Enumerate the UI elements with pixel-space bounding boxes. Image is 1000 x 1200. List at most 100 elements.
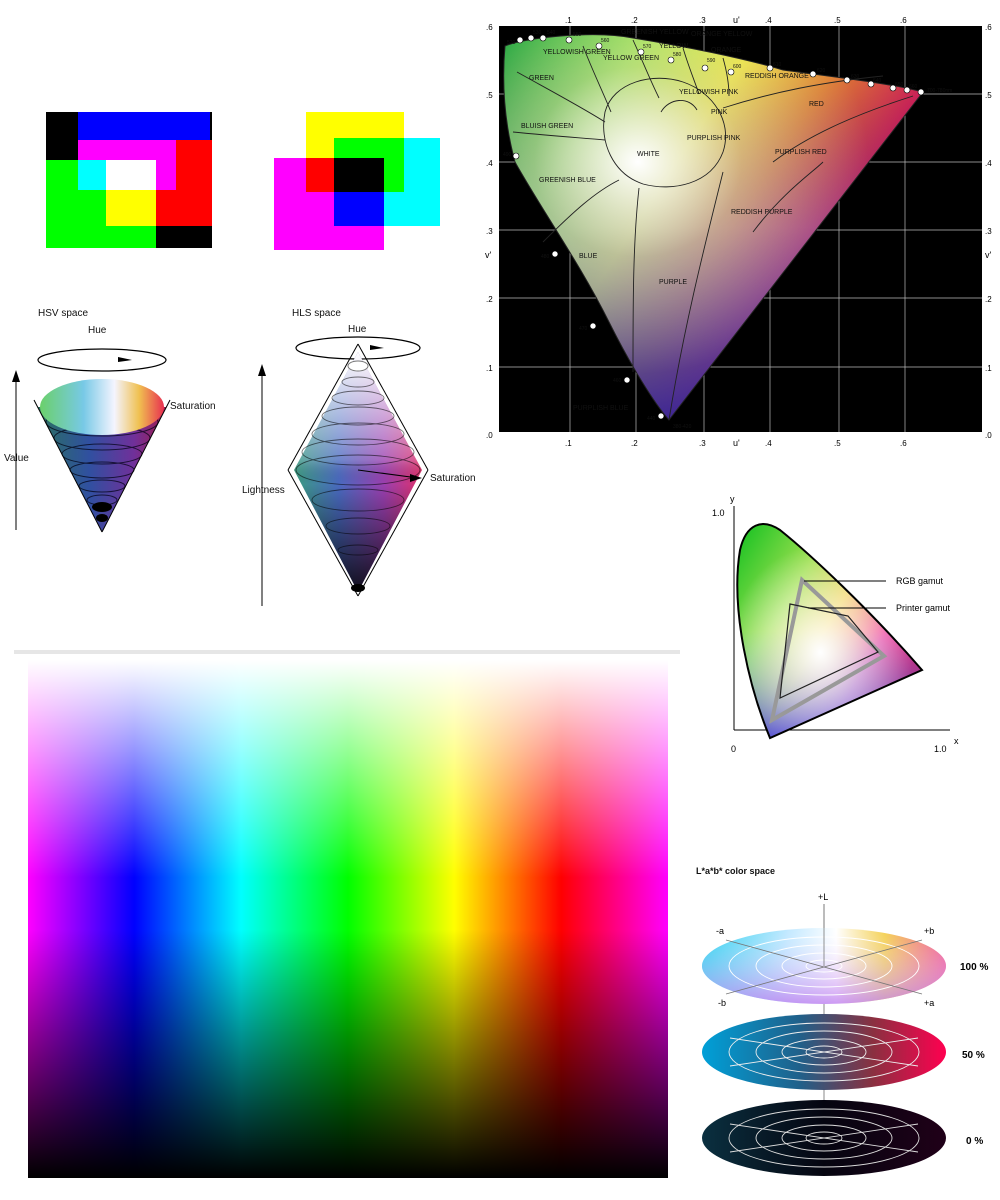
cie-region-label: WHITE <box>637 151 660 158</box>
cie-axis-u-top: u' <box>733 15 740 25</box>
cie-wavelength-label: 460 <box>613 378 622 384</box>
cie-wavelength-label: 470 <box>579 326 588 332</box>
cie-tick-v: .0 <box>985 431 992 440</box>
lab-0-percent-label: 0 % <box>966 1136 983 1147</box>
cie-tick-u: .4 <box>765 439 772 448</box>
gamut-origin-label: 0 <box>731 744 736 754</box>
cie-tick-u: .5 <box>834 16 841 25</box>
hsv-hue-label: Hue <box>88 325 107 336</box>
cie-region-label: PURPLE <box>659 279 687 286</box>
cie-wavelength-label: 640 <box>873 78 882 84</box>
cie-tick-u: .3 <box>699 439 706 448</box>
lab-minus-a-label: -a <box>716 926 724 936</box>
gamut-y-max-label: 1.0 <box>712 508 725 518</box>
additive-color-diagram <box>46 112 212 248</box>
cie-wavelength-label: 520 <box>507 40 516 46</box>
cie-tick-u: .5 <box>834 439 841 448</box>
cie-tick-u: .2 <box>631 16 638 25</box>
gamut-y-axis-label: y <box>730 494 735 504</box>
gamut-x-axis-label: x <box>954 736 959 746</box>
cie-wavelength-label: 550 <box>573 32 582 38</box>
gamut-x-max-label: 1.0 <box>934 744 947 754</box>
cie-wavelength-label: 480 <box>541 254 550 260</box>
cie-wavelength-label: 530 <box>533 30 542 36</box>
cie-region-label: YELLOW GREEN <box>603 55 659 62</box>
cie-tick-u: .1 <box>565 439 572 448</box>
cie-region-label: GREEN <box>529 75 554 82</box>
cie-region-label: PURPLISH RED <box>775 149 827 156</box>
printer-gamut-label: Printer gamut <box>896 603 951 613</box>
cie-tick-u: .6 <box>900 16 907 25</box>
cie-wavelength-label: 380-420 <box>673 424 692 430</box>
section-divider <box>14 650 680 654</box>
cie-region-label: YELLOWISH PINK <box>679 89 738 96</box>
cie-region-label: YELLOW <box>659 43 689 50</box>
cie-wavelength-label: 490 <box>503 152 512 158</box>
hsv-title: HSV space <box>38 308 89 319</box>
lab-color-space-diagram: +L -a +b -b +a 100 % 50 % 0 % <box>702 892 988 1176</box>
cie-tick-v: .6 <box>486 23 493 32</box>
cie-tick-v: .2 <box>486 295 493 304</box>
cie-tick-v: .4 <box>985 159 992 168</box>
cie-wavelength-label: 700-780nm <box>927 88 952 94</box>
cie-tick-v: .2 <box>985 295 992 304</box>
cie-region-label: GREENISH YELLOW <box>621 29 689 36</box>
cie-region-label: ORANGE YELLOW <box>691 31 753 38</box>
cie-region-label: PURPLISH BLUE <box>573 405 629 412</box>
cie-region-label: RED <box>809 101 824 108</box>
cie-wavelength-label: 440 <box>647 416 656 422</box>
cie-wavelength-label: 580 <box>673 52 682 58</box>
cie-axis-u-bottom: u' <box>733 438 740 448</box>
lab-plus-l-label: +L <box>818 892 828 902</box>
cie-tick-u: .4 <box>765 16 772 25</box>
cie-tick-v: .4 <box>486 159 493 168</box>
hue-lightness-spectrum <box>28 660 668 1178</box>
cie-region-label: GREENISH BLUE <box>539 177 596 184</box>
cie-region-label: PURPLISH PINK <box>687 135 741 142</box>
cie-tick-u: .3 <box>699 16 706 25</box>
hls-title: HLS space <box>292 308 341 319</box>
cie-region-label: REDDISH PURPLE <box>731 209 793 216</box>
cie-uv-chromaticity-diagram: u' u' v' v' .1 .2 .3 .4 .5 .6 .1 .2 .3 .… <box>483 12 998 452</box>
hsv-saturation-label: Saturation <box>170 401 216 412</box>
cie-tick-v: .5 <box>486 91 493 100</box>
lab-title: L*a*b* color space <box>696 866 776 876</box>
hls-saturation-label: Saturation <box>430 473 476 484</box>
cie-wavelength-label: 570 <box>643 44 652 50</box>
cie-region-label: BLUISH GREEN <box>521 123 573 130</box>
lab-plus-a-label: +a <box>924 998 934 1008</box>
cie-wavelength-label: 610 <box>773 62 782 68</box>
cie-tick-v: .0 <box>486 431 493 440</box>
lab-50-percent-label: 50 % <box>962 1050 985 1061</box>
cie-wavelength-label: 590 <box>707 58 716 64</box>
cie-region-label: YELLOWISH GREEN <box>543 49 611 56</box>
hsv-cone-diagram <box>12 348 171 533</box>
cie-wavelength-label: 600 <box>733 64 742 70</box>
lab-100-percent-label: 100 % <box>960 962 988 973</box>
cie-tick-v: .3 <box>486 227 493 236</box>
hls-hue-label: Hue <box>348 324 367 335</box>
hls-lightness-label: Lightness <box>242 485 285 496</box>
cie-region-label: REDDISH ORANGE <box>745 73 809 80</box>
gamut-diagram: y 1.0 0 1.0 x RGB gamut Printer gamut <box>712 494 959 754</box>
cie-region-label: PINK <box>711 109 728 116</box>
spectrum-black-fade <box>28 660 668 1178</box>
cie-tick-v: .1 <box>985 364 992 373</box>
cie-tick-u: .2 <box>631 439 638 448</box>
lab-plus-b-label: +b <box>924 926 934 936</box>
cie-region-label: ORANGE <box>711 47 742 54</box>
cie-wavelength-label: 650 <box>895 82 904 88</box>
rgb-gamut-label: RGB gamut <box>896 576 944 586</box>
hls-double-cone-diagram <box>258 336 429 606</box>
cie-tick-v: .3 <box>985 227 992 236</box>
cie-tick-v: .6 <box>985 23 992 32</box>
cie-wavelength-label: 660 <box>909 84 918 90</box>
cie-wavelength-label: 630 <box>851 74 860 80</box>
cie-wavelength-label: 540 <box>547 30 556 36</box>
cie-tick-v: .5 <box>985 91 992 100</box>
cie-tick-v: .1 <box>486 364 493 373</box>
cie-tick-u: .1 <box>565 16 572 25</box>
cie-axis-v-left: v' <box>485 250 492 260</box>
cie-region-label: BLUE <box>579 253 598 260</box>
subtractive-color-diagram <box>274 112 440 250</box>
